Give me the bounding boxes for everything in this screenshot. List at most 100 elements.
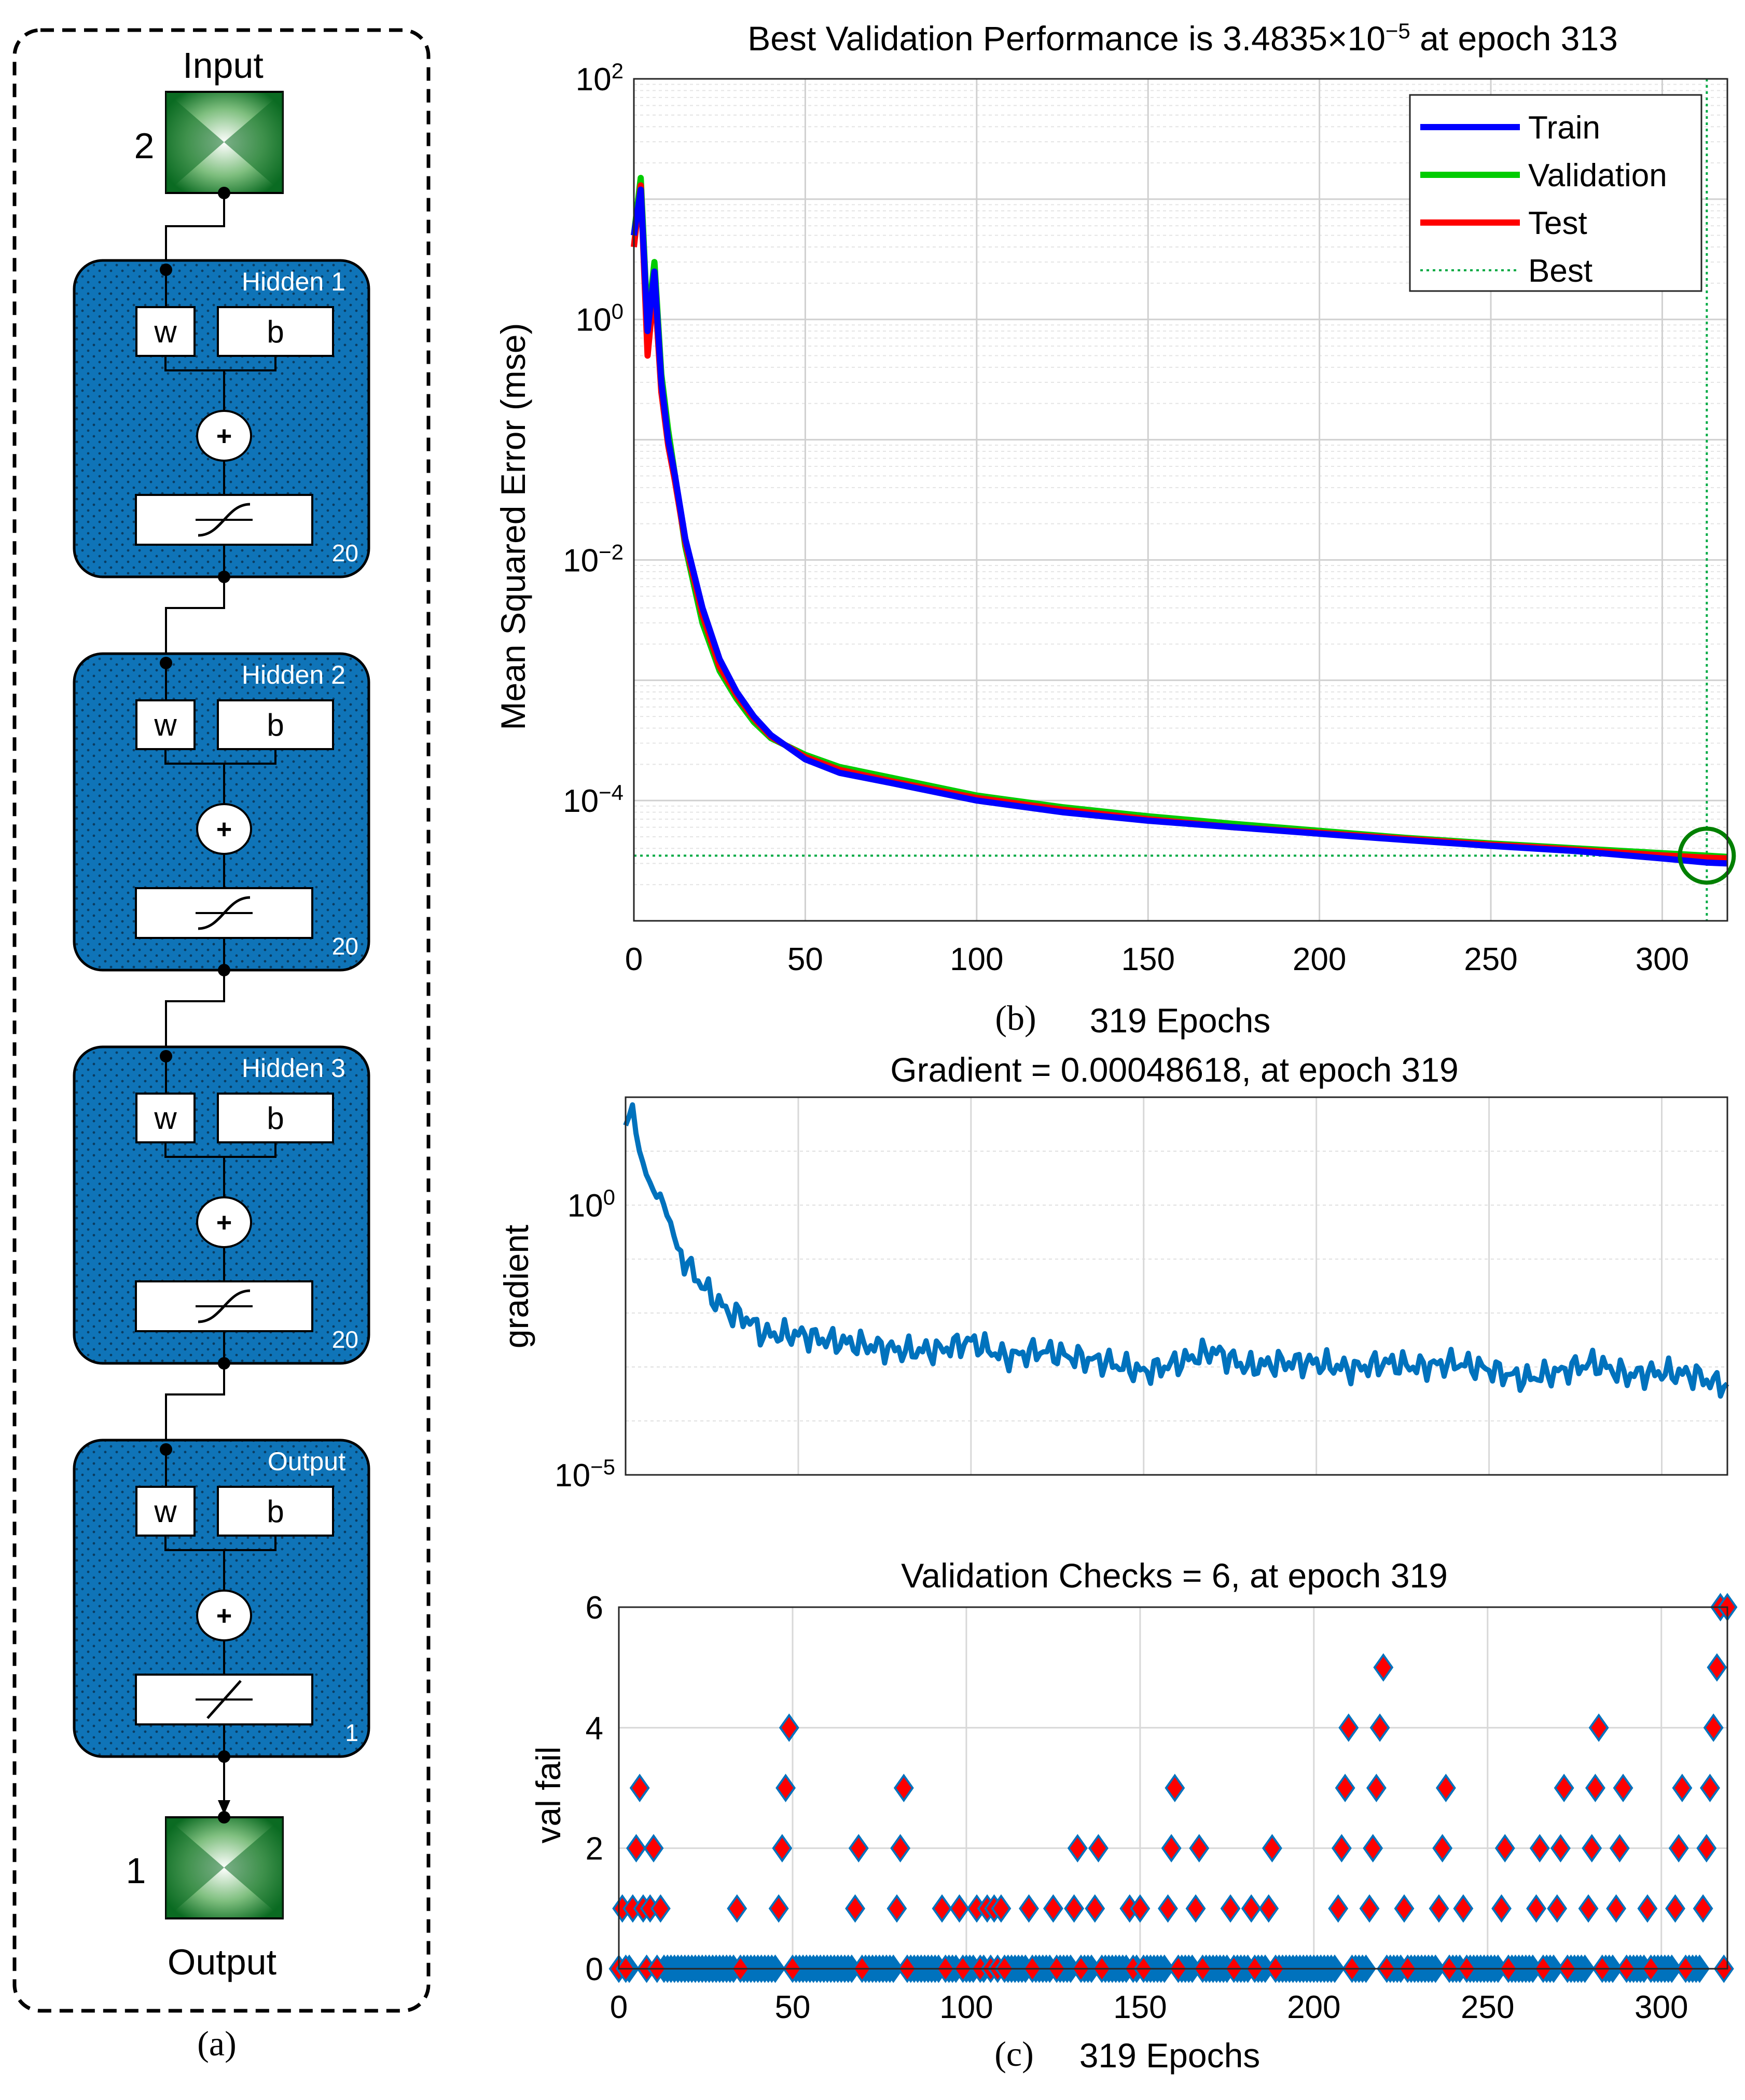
bias-label: b [267,314,284,349]
connector [165,193,225,270]
performance-ylabel: Mean Squared Error (mse) [494,323,532,730]
validation-ylabel: val fail [529,1746,567,1843]
bias-box [217,1093,334,1143]
network-frame [12,28,431,2013]
validation-title: Validation Checks = 6, at epoch 319 [901,1556,1448,1595]
validation-xlabel: 319 Epochs [1079,2036,1261,2075]
val-fail-marker [1609,1834,1630,1863]
transfer-curve [198,1289,251,1323]
val-fail-marker [1338,1713,1359,1742]
val-fail-marker [1331,1834,1352,1863]
layer-4: Output w b +1 [73,1439,370,1815]
y-tick-label: 10−5 [555,1455,615,1494]
val-fail-marker [1494,1834,1515,1863]
y-tick-label: 100 [567,1185,615,1224]
val-fail-marker [1665,1894,1685,1923]
transfer-curve [198,896,251,930]
val-fail-marker [1588,1713,1609,1742]
x-tick-label: 300 [1635,1990,1688,2025]
val-fail-marker [1363,1834,1383,1863]
val-fail-marker [1637,1894,1658,1923]
val-fail-marker [1613,1774,1633,1802]
val-fail-marker [1693,1894,1713,1923]
layer-name: Hidden 1 [242,267,345,296]
sum-symbol: + [216,1208,232,1238]
val-fail-marker [626,1834,646,1863]
layer-1: Hidden 1 w b +20 [73,259,370,663]
axes-frame [618,1606,1728,1970]
y-tick-label: 102 [576,59,624,98]
val-fail-marker [1585,1774,1605,1802]
val-fail-marker [848,1834,869,1863]
output-size: 1 [126,1850,146,1891]
weight-label: w [154,1101,177,1136]
best-marker [1678,826,1736,885]
x-tick-label: 250 [1461,1990,1514,2025]
plot-area [626,1097,1727,1475]
val-fail-marker [1703,1713,1724,1742]
series-line-train [631,186,1728,867]
layer-name: Hidden 2 [242,660,345,689]
validation-chart: Validation Checks = 6, at epoch 319 0 50 1… [529,1556,1738,2075]
weight-label: w [154,1494,177,1529]
layer-size: 20 [332,933,358,960]
connector [164,749,276,765]
connector [165,970,225,1056]
val-fail-marker [1043,1894,1063,1923]
x-tick-label: 200 [1287,1990,1340,2025]
val-fail-marker [1526,1894,1547,1923]
val-fail-marker [643,1834,664,1863]
y-tick-label: 2 [586,1831,603,1867]
val-fail-marker [1435,1774,1456,1802]
val-fail-marker [1529,1834,1550,1863]
panel-label-c: (c) [994,2034,1033,2074]
val-fail-marker [1088,1834,1109,1863]
val-fail-marker [1366,1774,1387,1802]
val-fail-marker [629,1774,650,1802]
sum-symbol: + [216,814,232,845]
x-tick-label: 0 [625,942,643,977]
input-size: 2 [134,126,155,166]
val-fail-marker [1262,1834,1282,1863]
val-fail-marker [1258,1894,1279,1923]
weight-box [135,306,196,357]
val-fail-marker [1161,1834,1182,1863]
sum-symbol: + [216,421,232,451]
y-tick-label: 10−4 [563,780,624,820]
val-fail-marker [1335,1774,1355,1802]
connector [165,577,225,663]
val-fail-marker [1019,1894,1039,1923]
val-fail-marker [1582,1834,1602,1863]
val-fail-marker [1328,1894,1349,1923]
layer-name: Hidden 3 [242,1054,345,1083]
val-fail-marker [1668,1834,1689,1863]
val-fail-marker [650,1894,671,1923]
bias-label: b [267,708,284,742]
x-tick-label: 200 [1293,942,1346,977]
layer-size: 20 [332,540,358,567]
x-tick-label: 250 [1464,942,1517,977]
legend-label: Test [1528,205,1587,241]
val-fail-marker [949,1894,970,1923]
val-fail-marker [727,1894,747,1923]
val-fail-marker [1373,1653,1394,1682]
val-fail-marker [1432,1834,1453,1863]
weight-label: w [154,708,177,742]
val-fail-marker [1547,1894,1568,1923]
x-tick-label: 300 [1636,942,1689,977]
performance-title: Best Validation Performance is 3.4835×10… [747,19,1618,58]
performance-chart: Best Validation Performance is 3.4835×10… [494,19,1736,1040]
performance-title-exp: −5 [1386,19,1410,43]
axes-frame [625,1096,1728,1476]
performance-title-suffix: at epoch 313 [1410,19,1618,58]
val-fail-marker [1067,1834,1088,1863]
gradient-title: Gradient = 0.00048618, at epoch 319 [890,1051,1458,1089]
val-fail-marker [1578,1894,1599,1923]
val-fail-marker [1241,1894,1262,1923]
performance-xlabel: 319 Epochs [1090,1001,1271,1040]
x-tick-label: 100 [939,1990,993,2025]
legend: Train Validation Test Best [1409,94,1702,292]
x-tick-label: 50 [774,1990,810,2025]
